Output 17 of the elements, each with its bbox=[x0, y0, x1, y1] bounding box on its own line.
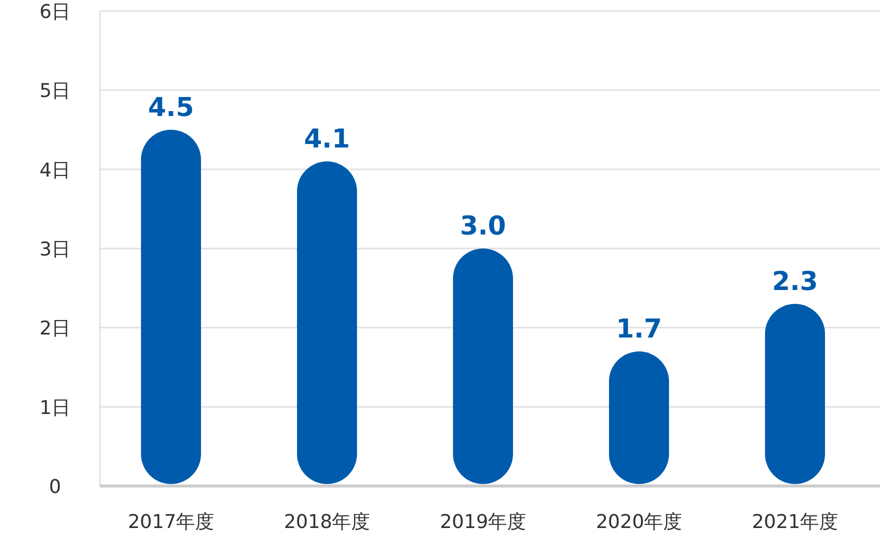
y-tick-label: 0 bbox=[48, 476, 62, 498]
x-tick-label: 2019年度 bbox=[440, 511, 526, 533]
x-tick-label: 2018年度 bbox=[284, 511, 370, 533]
x-tick-label: 2021年度 bbox=[752, 511, 838, 533]
data-label: 3.0 bbox=[460, 212, 506, 242]
x-tick-label: 2020年度 bbox=[596, 511, 682, 533]
y-tick-label: 2日 bbox=[39, 318, 71, 340]
y-tick-label: 4日 bbox=[39, 159, 71, 182]
data-label: 4.5 bbox=[148, 92, 194, 123]
y-tick-label: 5日 bbox=[39, 80, 71, 102]
data-label: 4.1 bbox=[304, 124, 350, 154]
y-tick-label: 3日 bbox=[39, 238, 71, 260]
y-tick-label: 1日 bbox=[39, 396, 71, 419]
data-label: 1.7 bbox=[616, 314, 662, 344]
data-label: 2.3 bbox=[772, 266, 818, 297]
y-tick-label: 6日 bbox=[39, 1, 71, 23]
x-tick-label: 2017年度 bbox=[128, 511, 214, 533]
